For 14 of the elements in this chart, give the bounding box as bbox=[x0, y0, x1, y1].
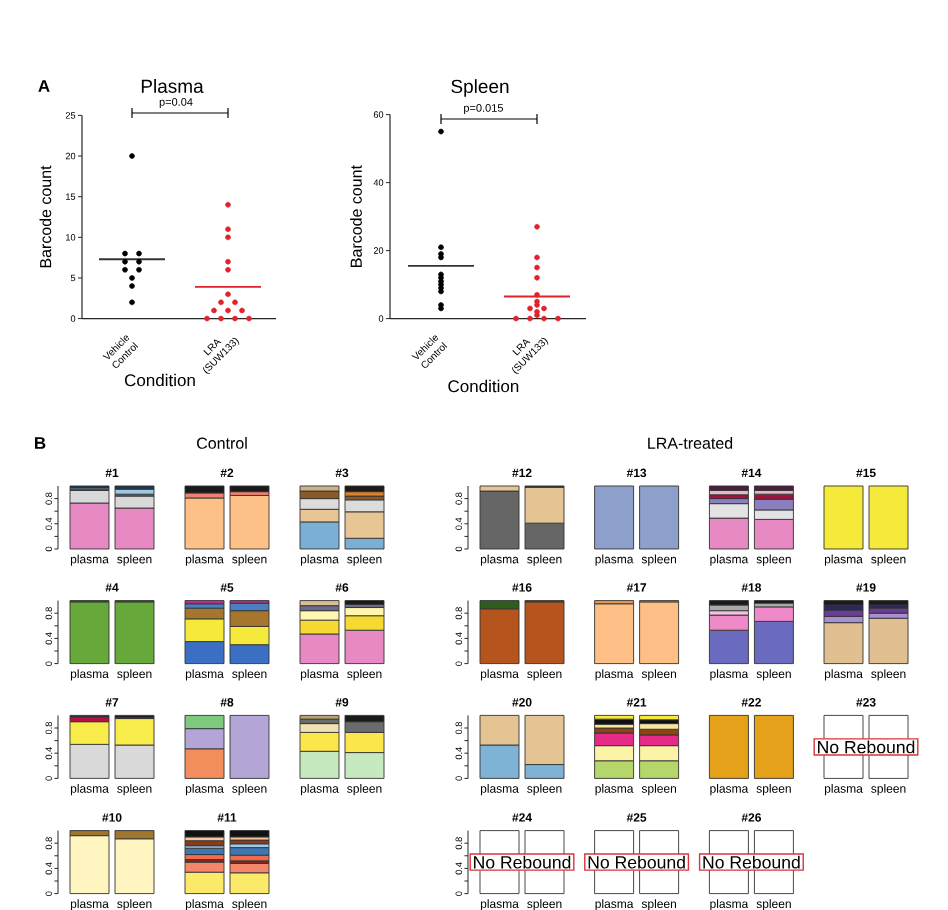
annotation: No Rebound bbox=[588, 855, 685, 869]
x-axis-title: Condition bbox=[124, 373, 195, 387]
text: A bbox=[38, 80, 50, 92]
annotation: No Rebound bbox=[818, 740, 915, 754]
text: Control bbox=[197, 437, 247, 449]
text: B bbox=[34, 437, 46, 449]
chart-title: Plasma bbox=[141, 79, 204, 93]
y-axis-title: Barcode count bbox=[350, 165, 362, 267]
text: LRA-treated bbox=[648, 437, 733, 449]
x-axis-title: Condition bbox=[448, 379, 519, 393]
annotation: No Rebound bbox=[474, 855, 571, 869]
y-axis-title: Barcode count bbox=[39, 165, 52, 268]
chart-title: Spleen bbox=[451, 79, 509, 97]
annotation: No Rebound bbox=[703, 855, 800, 869]
